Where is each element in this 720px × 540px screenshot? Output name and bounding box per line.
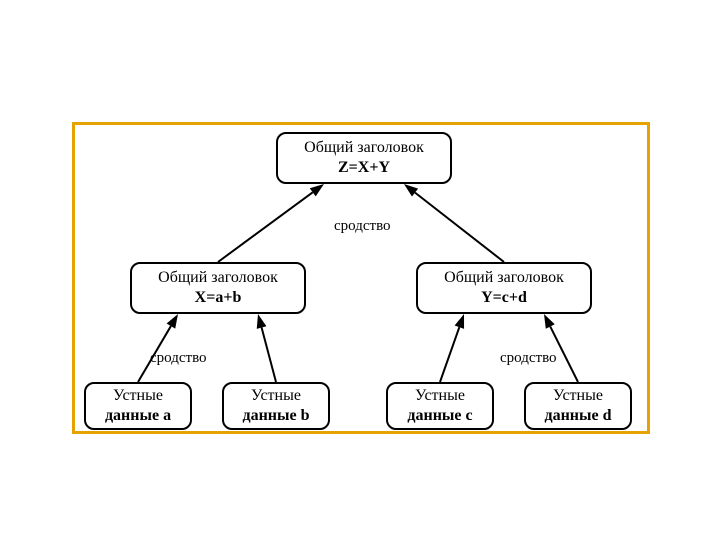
node-mid-left-line2: X=a+b xyxy=(195,288,242,308)
edge-label-top: сродство xyxy=(334,218,391,235)
node-leaf-c-line1: Устные xyxy=(415,386,465,406)
node-leaf-d-line1: Устные xyxy=(553,386,603,406)
node-leaf-b: Устные данные b xyxy=(222,382,330,430)
node-leaf-a: Устные данные a xyxy=(84,382,192,430)
node-mid-right: Общий заголовок Y=c+d xyxy=(416,262,592,314)
node-leaf-a-line1: Устные xyxy=(113,386,163,406)
node-mid-right-line1: Общий заголовок xyxy=(444,268,564,288)
node-leaf-c: Устные данные c xyxy=(386,382,494,430)
node-mid-left: Общий заголовок X=a+b xyxy=(130,262,306,314)
node-mid-left-line1: Общий заголовок xyxy=(158,268,278,288)
node-top: Общий заголовок Z=X+Y xyxy=(276,132,452,184)
edge-label-left: сродство xyxy=(150,350,207,367)
node-leaf-b-line1: Устные xyxy=(251,386,301,406)
node-top-line2: Z=X+Y xyxy=(338,158,390,178)
edge-label-right: сродство xyxy=(500,350,557,367)
node-mid-right-line2: Y=c+d xyxy=(481,288,527,308)
node-leaf-d-line2: данные d xyxy=(544,406,611,426)
node-leaf-d: Устные данные d xyxy=(524,382,632,430)
node-leaf-a-line2: данные a xyxy=(105,406,171,426)
node-leaf-b-line2: данные b xyxy=(242,406,309,426)
node-top-line1: Общий заголовок xyxy=(304,138,424,158)
node-leaf-c-line2: данные c xyxy=(407,406,472,426)
diagram-stage: Общий заголовок Z=X+Y Общий заголовок X=… xyxy=(0,0,720,540)
